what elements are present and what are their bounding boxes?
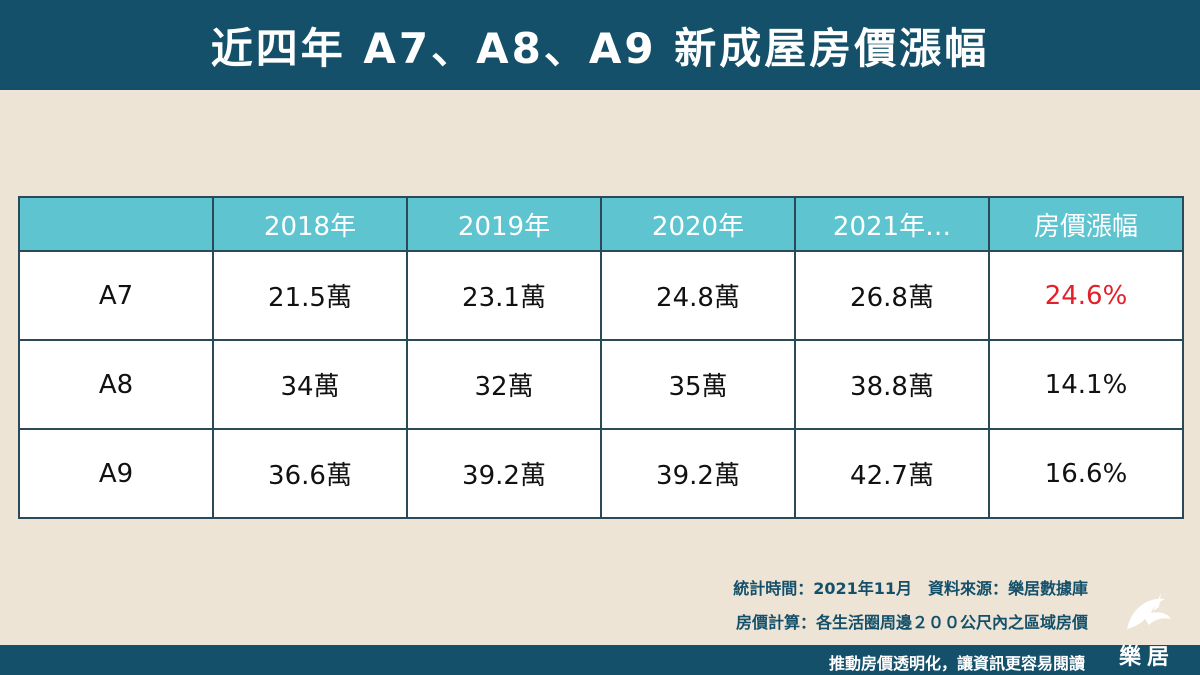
price-cell: 24.8萬 [600,250,796,341]
price-cell: 32萬 [406,339,602,430]
table-header-row: 2018年 2019年 2020年 2021年… 房價漲幅 [18,196,1184,252]
price-cell: 26.8萬 [794,250,990,341]
table-body: A7 21.5萬 23.1萬 24.8萬 26.8萬 24.6% A8 34萬 32萬 35萬 38… [18,250,1184,519]
price-cell: 36.6萬 [212,428,408,519]
header-cell: 2021年… [794,196,990,252]
note-price-calc: 房價計算：各生活圈周邊２００公尺內之區域房價 [735,613,1088,632]
price-table-container: 2018年 2019年 2020年 2021年… 房價漲幅 A7 21.5萬 23.… [18,196,1184,519]
title-bar: 近四年 A7、A8、A9 新成屋房價漲幅 [0,0,1200,90]
change-cell: 24.6% [988,250,1184,341]
price-cell: 42.7萬 [794,428,990,519]
price-cell: 39.2萬 [600,428,796,519]
header-cell: 房價漲幅 [988,196,1184,252]
row-label: A7 [18,250,214,341]
brand-logo: 樂居 [1102,585,1192,675]
price-cell: 23.1萬 [406,250,602,341]
table-row: A7 21.5萬 23.1萬 24.8萬 26.8萬 24.6% [18,250,1184,341]
row-label: A9 [18,428,214,519]
price-cell: 21.5萬 [212,250,408,341]
price-table: 2018年 2019年 2020年 2021年… 房價漲幅 A7 21.5萬 23.… [18,196,1184,519]
price-cell: 35萬 [600,339,796,430]
price-cell: 34萬 [212,339,408,430]
table-row: A8 34萬 32萬 35萬 38.8萬 14.1% [18,339,1184,430]
notes: 統計時間：2021年11月 資料來源：樂居數據庫 房價計算：各生活圈周邊２００公… [733,572,1088,640]
header-cell [18,196,214,252]
note-stats-time: 統計時間：2021年11月 資料來源：樂居數據庫 [733,579,1088,598]
table-row: A9 36.6萬 39.2萬 39.2萬 42.7萬 16.6% [18,428,1184,519]
page-title: 近四年 A7、A8、A9 新成屋房價漲幅 [210,23,990,73]
dolphin-logo-icon [1127,593,1171,629]
change-cell: 16.6% [988,428,1184,519]
change-cell: 14.1% [988,339,1184,430]
header-cell: 2020年 [600,196,796,252]
footer-slogan: 推動房價透明化，讓資訊更容易閱讀 [828,654,1085,673]
footer-bar: 推動房價透明化，讓資訊更容易閱讀 [0,645,1200,675]
row-label: A8 [18,339,214,430]
header-cell: 2018年 [212,196,408,252]
header-cell: 2019年 [406,196,602,252]
price-cell: 39.2萬 [406,428,602,519]
logo-text: 樂居 [1118,645,1175,670]
price-cell: 38.8萬 [794,339,990,430]
